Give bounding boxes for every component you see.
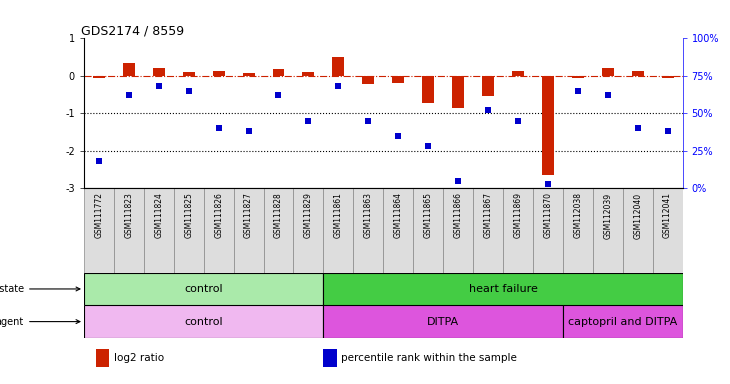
Bar: [332, 57, 345, 76]
Bar: [144, 188, 174, 273]
Bar: [452, 76, 464, 108]
Text: GSM111870: GSM111870: [543, 192, 553, 238]
Bar: [153, 68, 165, 76]
Bar: [93, 76, 105, 78]
Point: [303, 118, 315, 124]
Bar: [323, 188, 353, 273]
Text: GSM112041: GSM112041: [663, 192, 672, 238]
Text: GDS2174 / 8559: GDS2174 / 8559: [81, 24, 184, 37]
Bar: [272, 69, 285, 76]
Bar: [84, 305, 323, 338]
Bar: [323, 273, 683, 305]
Text: GSM112040: GSM112040: [633, 192, 642, 238]
Point: [483, 107, 494, 113]
Point: [572, 88, 584, 94]
Bar: [482, 76, 494, 96]
Bar: [123, 63, 135, 76]
Text: control: control: [185, 316, 223, 327]
Bar: [84, 188, 114, 273]
Bar: [264, 188, 293, 273]
Bar: [96, 349, 109, 367]
Bar: [362, 76, 374, 84]
Point: [393, 132, 404, 139]
Text: control: control: [185, 284, 223, 294]
Bar: [84, 273, 323, 305]
Bar: [413, 188, 443, 273]
Text: GSM111823: GSM111823: [124, 192, 134, 238]
Text: GSM111829: GSM111829: [304, 192, 313, 238]
Text: GSM111861: GSM111861: [334, 192, 343, 238]
Bar: [563, 188, 593, 273]
Bar: [212, 71, 225, 76]
Bar: [302, 72, 315, 76]
Bar: [293, 188, 323, 273]
Text: GSM111865: GSM111865: [423, 192, 433, 238]
Bar: [422, 76, 434, 103]
Bar: [114, 188, 144, 273]
Point: [512, 118, 524, 124]
Point: [542, 180, 554, 187]
Text: GSM111827: GSM111827: [244, 192, 253, 238]
Bar: [234, 188, 264, 273]
Text: GSM111828: GSM111828: [274, 192, 283, 238]
Text: captopril and DITPA: captopril and DITPA: [568, 316, 677, 327]
Bar: [174, 188, 204, 273]
Bar: [653, 188, 683, 273]
Text: GSM111772: GSM111772: [94, 192, 104, 238]
Text: disease state: disease state: [0, 284, 80, 294]
Point: [422, 143, 434, 149]
Point: [363, 118, 374, 124]
Bar: [204, 188, 234, 273]
Point: [662, 128, 674, 134]
Point: [602, 92, 613, 98]
Bar: [602, 68, 614, 76]
Point: [242, 128, 255, 134]
Bar: [623, 188, 653, 273]
Text: log2 ratio: log2 ratio: [114, 353, 164, 363]
Bar: [593, 188, 623, 273]
Bar: [503, 188, 533, 273]
Text: percentile rank within the sample: percentile rank within the sample: [342, 353, 518, 363]
Point: [631, 125, 644, 131]
Text: heart failure: heart failure: [469, 284, 537, 294]
Text: GSM111869: GSM111869: [513, 192, 523, 238]
Point: [93, 158, 105, 164]
Bar: [383, 188, 413, 273]
Bar: [443, 188, 473, 273]
Point: [453, 177, 464, 184]
Point: [123, 92, 134, 98]
Bar: [631, 71, 644, 76]
Bar: [542, 76, 554, 175]
Bar: [353, 188, 383, 273]
Text: GSM111863: GSM111863: [364, 192, 373, 238]
Bar: [242, 73, 255, 76]
Text: GSM111867: GSM111867: [483, 192, 493, 238]
Point: [273, 92, 285, 98]
Text: agent: agent: [0, 316, 80, 327]
Bar: [473, 188, 503, 273]
Text: GSM111866: GSM111866: [453, 192, 463, 238]
Bar: [392, 76, 404, 83]
Bar: [572, 76, 584, 78]
Bar: [323, 305, 563, 338]
Point: [182, 88, 194, 94]
Point: [213, 125, 225, 131]
Point: [153, 83, 165, 89]
Point: [333, 83, 345, 89]
Bar: [323, 349, 337, 367]
Text: GSM111824: GSM111824: [154, 192, 164, 238]
Bar: [661, 76, 674, 78]
Text: GSM111825: GSM111825: [184, 192, 193, 238]
Text: GSM111826: GSM111826: [214, 192, 223, 238]
Text: DITPA: DITPA: [427, 316, 459, 327]
Bar: [533, 188, 563, 273]
Bar: [182, 72, 195, 76]
Text: GSM112039: GSM112039: [603, 192, 612, 238]
Bar: [512, 71, 524, 76]
Text: GSM112038: GSM112038: [573, 192, 583, 238]
Bar: [563, 305, 683, 338]
Text: GSM111864: GSM111864: [393, 192, 403, 238]
